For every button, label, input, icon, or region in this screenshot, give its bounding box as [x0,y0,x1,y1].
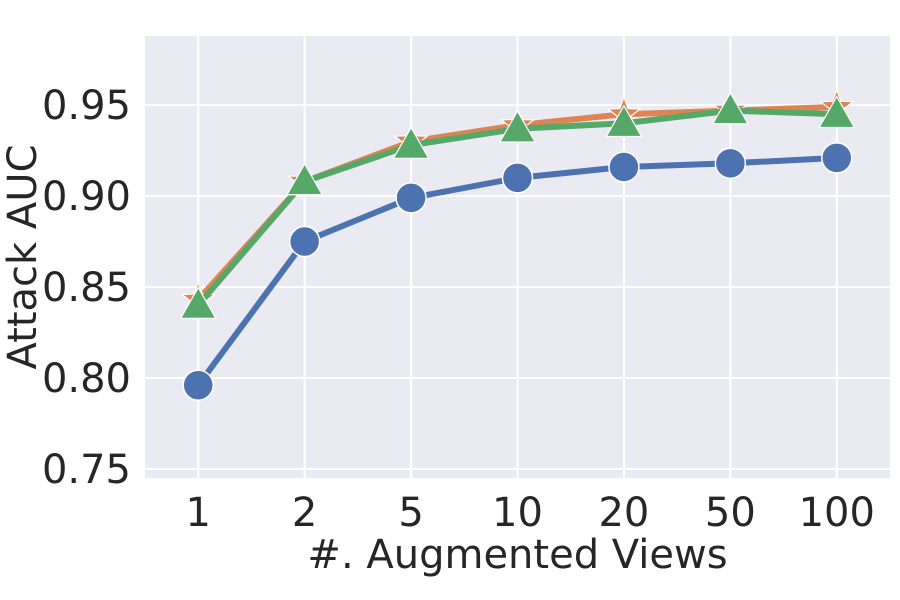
y-tick-label: 0.95 [42,83,131,129]
series-triangle [179,91,856,320]
x-tick-label: 20 [598,490,649,536]
data-point [392,126,430,159]
data-point [182,369,214,401]
data-point [714,147,747,180]
y-tick-label: 0.90 [42,174,131,220]
y-tick-label: 0.75 [42,447,131,493]
y-axis-label: Attack AUC [0,145,46,370]
data-point [818,95,856,129]
x-tick-label: 100 [799,490,875,536]
x-tick-label: 10 [492,490,543,536]
data-point [501,162,534,194]
x-tick-label: 50 [705,490,756,536]
series-circle [182,142,853,401]
x-axis-label: #. Augmented Views [307,532,727,578]
x-tick-labels: 1 2 5 10 20 50 100 [185,490,874,536]
data-point [288,225,321,258]
y-tick-label: 0.80 [42,356,131,402]
series-layer [179,88,856,401]
data-point [498,109,537,143]
data-point [395,182,427,214]
y-tick-label: 0.85 [42,265,131,311]
data-point [711,91,749,125]
data-point [179,286,217,320]
data-point [608,151,640,183]
x-tick-label: 2 [292,490,317,536]
x-tick-label: 5 [398,490,423,536]
data-point [286,162,324,196]
x-tick-label: 1 [185,490,210,536]
data-point [821,142,853,174]
y-tick-labels: 0.75 0.80 0.85 0.90 0.95 [42,83,131,493]
data-point [605,104,643,138]
